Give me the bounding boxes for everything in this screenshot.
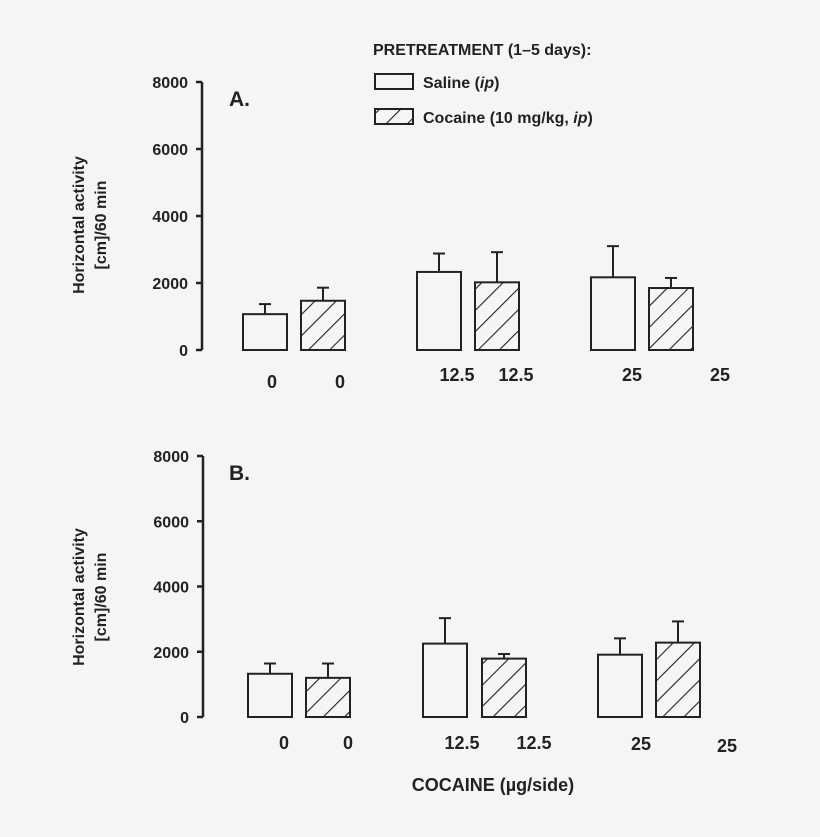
y-axis-label: Horizontal activity [cm]/60 min	[71, 528, 110, 666]
bar-cocaine	[481, 657, 527, 719]
y-tick-label: 2000	[153, 645, 189, 662]
x-tick-label: 0	[343, 733, 353, 753]
x-tick-label: 12.5	[498, 365, 533, 385]
y-tick-label: 6000	[153, 514, 189, 531]
bar-saline	[422, 642, 468, 718]
bar-saline	[416, 270, 462, 352]
y-axis-label-line: [cm]/60 min	[93, 553, 110, 642]
bar-saline	[597, 653, 643, 719]
x-tick-label: 12.5	[439, 365, 474, 385]
x-tick-label: 25	[710, 365, 730, 385]
x-tick-label: 0	[279, 733, 289, 753]
panel-label: B.	[229, 462, 250, 485]
bar-saline	[247, 672, 293, 718]
panel-a: 0 2000 4000 6000 8000 A. Horizontal activity [c…	[71, 75, 730, 392]
y-tick-label: 8000	[152, 75, 188, 92]
x-tick-label: 25	[622, 365, 642, 385]
bar-cocaine	[648, 287, 694, 351]
y-axis-label-line: [cm]/60 min	[93, 181, 110, 270]
x-tick-label: 12.5	[444, 733, 479, 753]
legend: PRETREATMENT (1–5 days): Saline (ip) Coc…	[373, 42, 593, 127]
legend-title: PRETREATMENT (1–5 days):	[373, 42, 591, 59]
panel-b: 0 2000 4000 6000 8000 B. Horizontal activity [c…	[71, 449, 737, 756]
y-tick-label: 4000	[152, 209, 188, 226]
bar-saline	[590, 276, 636, 351]
x-axis-label: COCAINE (µg/side)	[412, 775, 574, 795]
legend-label-cocaine: Cocaine (10 mg/kg, ip)	[423, 110, 593, 127]
y-tick-label: 0	[180, 710, 189, 727]
bar-cocaine	[305, 676, 351, 718]
bar-cocaine	[474, 281, 520, 351]
legend-swatch-cocaine	[374, 108, 414, 125]
y-axis-label: Horizontal activity [cm]/60 min	[71, 156, 110, 294]
x-tick-label: 0	[335, 372, 345, 392]
y-tick-label: 4000	[153, 580, 189, 597]
bar-cocaine	[655, 641, 701, 718]
y-tick-label: 6000	[152, 142, 188, 159]
x-tick-label: 12.5	[516, 733, 551, 753]
y-tick-label: 2000	[152, 276, 188, 293]
x-tick-label: 0	[267, 372, 277, 392]
y-tick-label: 8000	[153, 449, 189, 466]
y-axis-label-line: Horizontal activity	[71, 528, 88, 666]
legend-swatch-saline	[374, 73, 414, 90]
y-axis-label-line: Horizontal activity	[71, 156, 88, 294]
bar-saline	[242, 313, 288, 351]
x-tick-label: 25	[631, 734, 651, 754]
x-tick-label: 25	[717, 736, 737, 756]
panel-label: A.	[229, 88, 250, 111]
legend-label-saline: Saline (ip)	[423, 75, 499, 92]
y-tick-label: 0	[179, 343, 188, 360]
bar-cocaine	[300, 299, 346, 352]
